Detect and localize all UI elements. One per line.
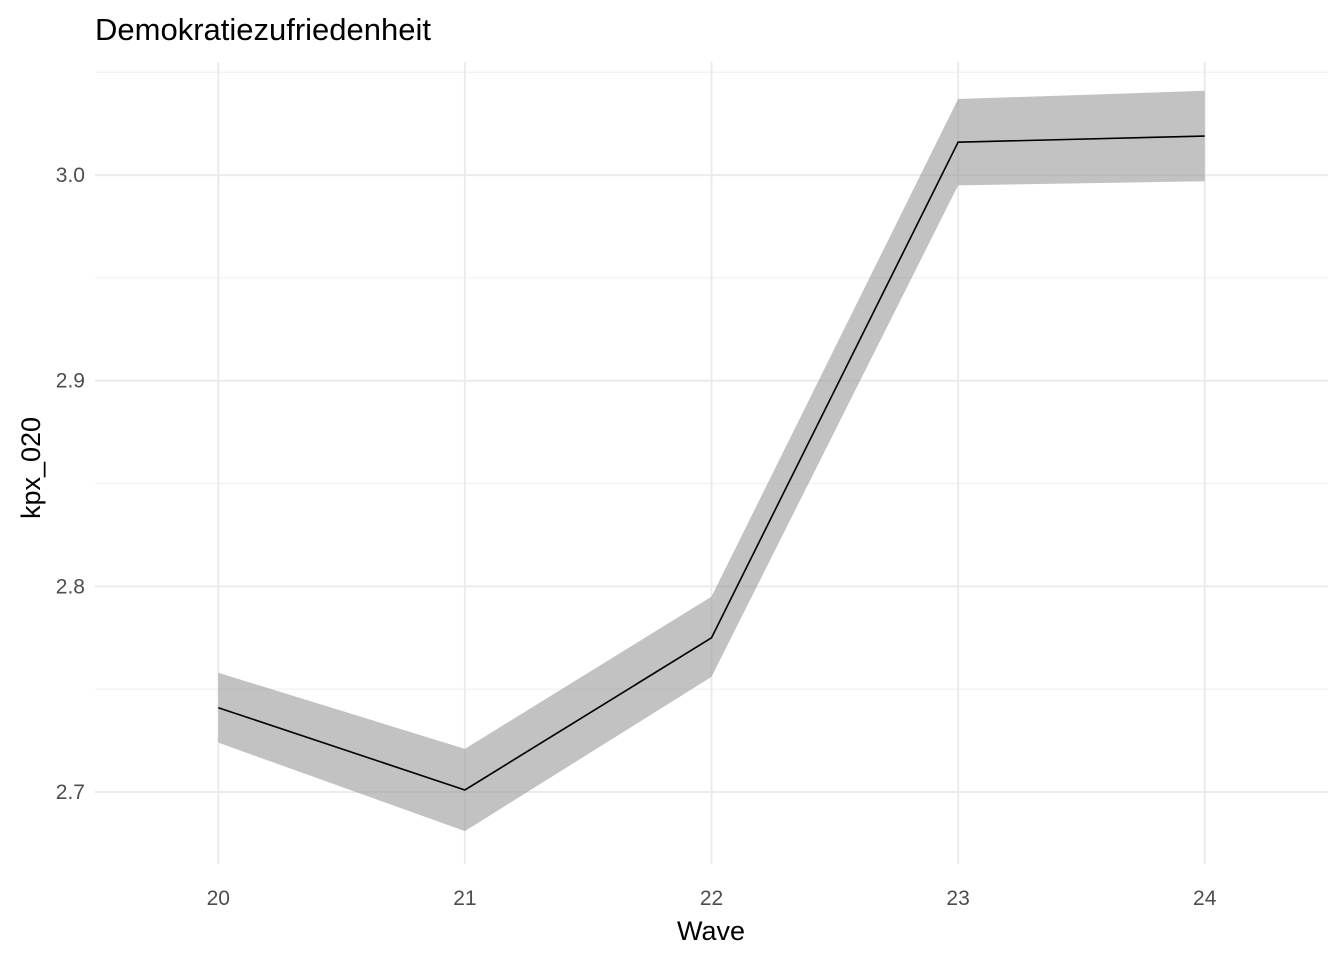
y-tick-label: 3.0: [56, 164, 85, 187]
series-line-layer: [218, 135, 1205, 791]
y-axis-title: kpx_020: [16, 417, 46, 519]
y-tick-label: 2.9: [56, 370, 85, 393]
x-tick-label: 22: [700, 887, 723, 910]
x-tick-label: 20: [207, 887, 230, 910]
x-tick-label: 24: [1193, 887, 1217, 910]
y-axis-ticks: 2.7 2.8 2.9 3.0: [56, 164, 85, 804]
x-tick-label: 21: [453, 887, 476, 910]
grid: [95, 62, 1328, 864]
y-tick-label: 2.7: [56, 781, 85, 804]
x-tick-label: 23: [946, 887, 969, 910]
chart-title: Demokratiezufriedenheit: [95, 12, 431, 47]
confidence-band: [218, 90, 1205, 832]
series-line: [218, 135, 1205, 791]
x-axis-ticks: 20 21 22 23 24: [207, 887, 1217, 910]
confidence-band-layer: [218, 90, 1205, 832]
x-axis-title: Wave: [677, 916, 745, 946]
y-tick-label: 2.8: [56, 575, 85, 598]
